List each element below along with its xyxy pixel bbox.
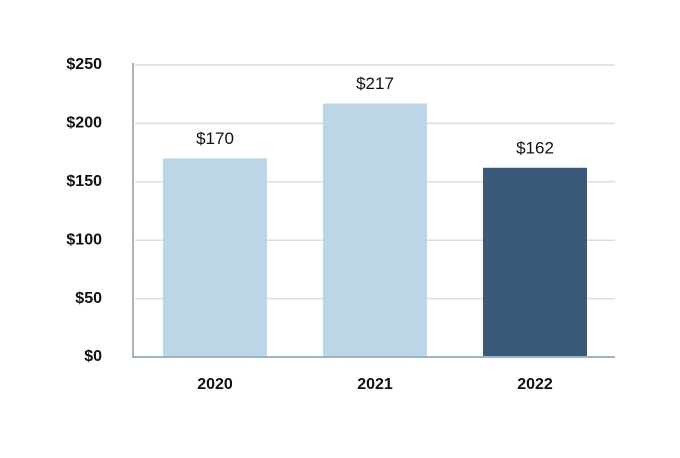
- value-label: $162: [516, 138, 554, 157]
- x-tick-label: 2021: [357, 376, 393, 393]
- y-tick-label: $0: [84, 348, 102, 365]
- y-tick-label: $200: [66, 115, 102, 132]
- bar: [163, 158, 267, 357]
- value-label: $170: [196, 129, 234, 148]
- value-label: $217: [356, 74, 394, 93]
- x-tick-label: 2022: [517, 376, 553, 393]
- y-tick-label: $150: [66, 173, 102, 190]
- y-tick-label: $100: [66, 231, 102, 248]
- bar: [323, 103, 427, 357]
- y-tick-label: $50: [75, 290, 102, 307]
- bar: [483, 167, 587, 357]
- x-tick-label: 2020: [197, 376, 233, 393]
- y-tick-label: $250: [66, 56, 102, 73]
